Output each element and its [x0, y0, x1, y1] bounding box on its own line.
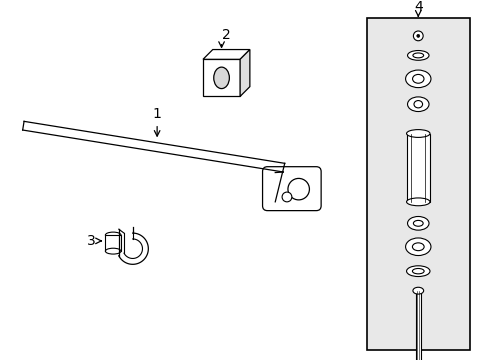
Polygon shape: [203, 50, 249, 59]
Ellipse shape: [407, 50, 428, 60]
Ellipse shape: [213, 67, 229, 89]
Ellipse shape: [406, 198, 429, 206]
Text: 3: 3: [87, 234, 96, 248]
Text: 4: 4: [413, 0, 422, 14]
FancyBboxPatch shape: [262, 167, 321, 211]
Ellipse shape: [411, 243, 423, 251]
Ellipse shape: [412, 75, 423, 83]
Circle shape: [287, 179, 309, 200]
Ellipse shape: [406, 130, 429, 138]
Ellipse shape: [105, 232, 121, 238]
Bar: [366, 18, 468, 350]
Ellipse shape: [412, 53, 423, 58]
Ellipse shape: [412, 287, 423, 294]
Ellipse shape: [105, 248, 121, 254]
Bar: [203, 59, 240, 96]
Ellipse shape: [406, 266, 429, 276]
Bar: [415, 291, 420, 360]
Circle shape: [412, 31, 422, 41]
Text: 2: 2: [222, 28, 230, 42]
Ellipse shape: [407, 216, 428, 230]
Ellipse shape: [413, 100, 422, 108]
Polygon shape: [240, 50, 249, 96]
Bar: [406, 134, 429, 202]
Text: 1: 1: [152, 107, 161, 121]
Circle shape: [416, 35, 419, 37]
Ellipse shape: [405, 238, 430, 256]
Ellipse shape: [407, 97, 428, 112]
Circle shape: [282, 192, 291, 202]
Ellipse shape: [411, 269, 423, 274]
Ellipse shape: [405, 70, 430, 87]
Bar: [105, 235, 121, 251]
Ellipse shape: [412, 220, 422, 226]
